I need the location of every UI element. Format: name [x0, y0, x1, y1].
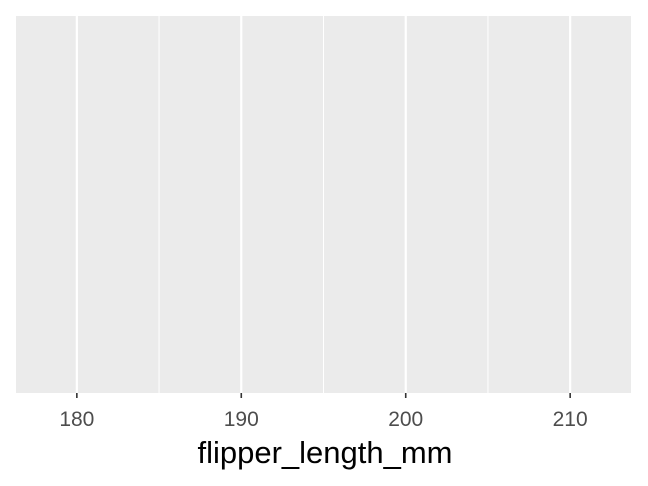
x-tick-label: 190 — [224, 408, 259, 431]
x-tick-label: 200 — [388, 408, 423, 431]
x-axis-tick-labels: 180 190 200 210 — [59, 408, 587, 431]
x-axis-title: flipper_length_mm — [197, 435, 452, 470]
x-tick-label: 210 — [553, 408, 588, 431]
x-tick-label: 180 — [59, 408, 94, 431]
minor-grid — [158, 16, 489, 393]
major-grid — [75, 16, 572, 393]
x-axis-ticks — [76, 393, 571, 398]
